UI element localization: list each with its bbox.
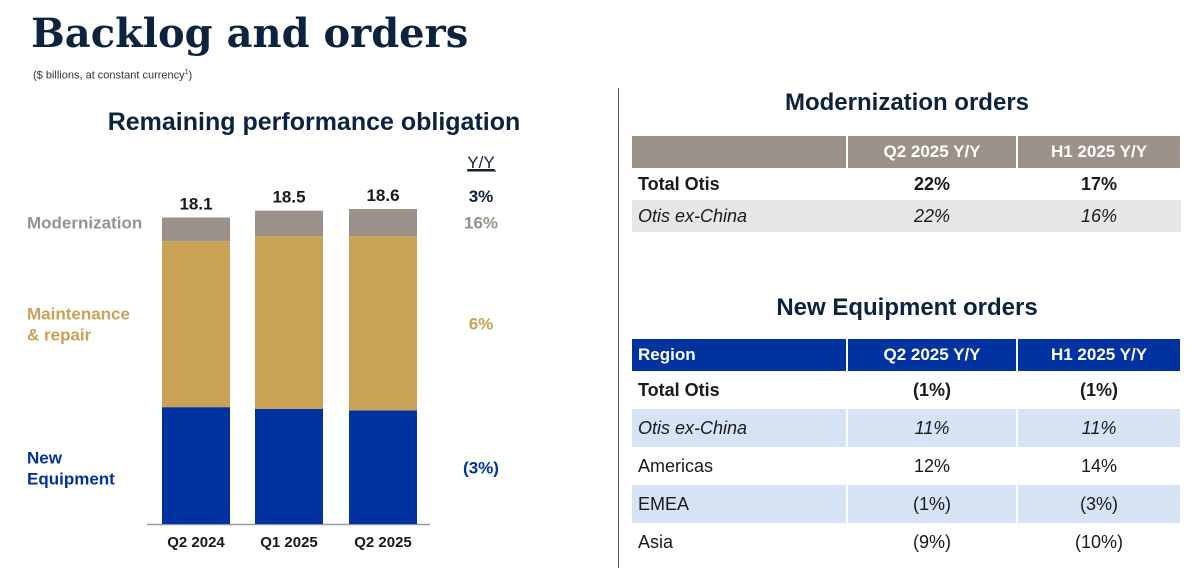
q2-value: 12%	[913, 455, 951, 476]
legend-label-line: New	[27, 448, 63, 467]
page-title: Backlog and orders	[31, 10, 469, 57]
x-tick-label: Q2 2025	[354, 534, 412, 551]
table-header-cell: Region	[632, 339, 848, 371]
h1-value: (1%)	[1079, 379, 1118, 400]
rpo-chart: 18.1 Q2 2024 18.5 Q1 2025 18.6 Q2 2025 New Equi…	[27, 153, 499, 551]
yy-growth-label: 16%	[464, 214, 498, 233]
table-row: Otis ex-China 22% 16%	[632, 200, 1181, 232]
bar-total-label: 18.1	[179, 194, 212, 213]
table-header-cell: Q2 2025 Y/Y	[847, 339, 1018, 371]
bar-segment-new-equipment	[162, 407, 230, 524]
q2-value: (1%)	[912, 379, 951, 400]
q2-value: 11%	[847, 409, 1018, 447]
new-equipment-orders-title: New Equipment orders	[776, 294, 1038, 321]
x-tick-label: Q2 2024	[167, 534, 225, 551]
table-row: EMEA (1%) (3%)	[632, 485, 1182, 523]
h1-value: (10%)	[1074, 531, 1123, 552]
x-tick-label: Q1 2025	[260, 534, 318, 551]
modernization-orders-title: Modernization orders	[784, 89, 1030, 116]
yy-total-label: 3%	[469, 187, 494, 206]
row-label: Total Otis	[638, 173, 720, 194]
bar-segment-modernization	[349, 209, 417, 237]
legend-label-line: & repair	[27, 325, 92, 344]
row-label: Otis ex-China	[632, 200, 847, 232]
legend-label: Modernization	[27, 214, 142, 233]
q2-value: (9%)	[912, 531, 951, 552]
table-row: Otis ex-China 11% 11%	[632, 409, 1182, 447]
h1-value: 17%	[1080, 173, 1118, 194]
bar-segment-maintenance-repair	[255, 236, 323, 409]
modernization-orders-table: Q2 2025 Y/Y H1 2025 Y/Y Total Otis 22% 1…	[632, 136, 1182, 232]
chart-title-text: Remaining performance obligation	[107, 108, 521, 136]
bar-total-label: 18.6	[366, 186, 399, 205]
row-label: Asia	[638, 531, 674, 552]
table-row: Americas 12% 14%	[632, 447, 1181, 485]
bar-total-label: 18.5	[272, 188, 305, 207]
legend-label-line: Equipment	[27, 469, 115, 488]
q2-value: 22%	[913, 173, 951, 194]
h1-value: 14%	[1080, 455, 1118, 476]
row-label: Total Otis	[638, 379, 720, 400]
h1-value: 11%	[1017, 409, 1182, 447]
subtitle-close: )	[188, 69, 193, 82]
yy-header: Y/Y	[467, 153, 494, 172]
h1-value: (3%)	[1017, 485, 1182, 523]
legend-label: Maintenance & repair	[27, 304, 130, 344]
table-row: Total Otis (1%) (1%)	[632, 371, 1181, 409]
legend-label-line: Modernization	[27, 214, 142, 233]
bar-segment-new-equipment	[349, 410, 417, 524]
table-header-cell: Q2 2025 Y/Y	[847, 136, 1018, 168]
bar-segment-modernization	[255, 210, 323, 237]
panel-divider	[618, 88, 619, 568]
legend-label: New Equipment	[27, 448, 115, 488]
page-subtitle: ($ billions, at constant currency1)	[33, 69, 192, 82]
yy-growth-label: 6%	[469, 314, 494, 333]
bar-segment-modernization	[162, 217, 230, 242]
bar-segment-new-equipment	[255, 408, 323, 524]
table-header-cell: H1 2025 Y/Y	[1017, 136, 1182, 168]
row-label: Otis ex-China	[632, 409, 848, 447]
q2-value: 22%	[847, 200, 1017, 232]
bar-segment-maintenance-repair	[162, 241, 230, 408]
table-row: Asia (9%) (10%)	[632, 523, 1181, 561]
new-equipment-orders-table: Region Q2 2025 Y/Y H1 2025 Y/Y Total Oti…	[632, 339, 1182, 561]
bar-segment-maintenance-repair	[349, 236, 417, 411]
h1-value: 16%	[1017, 200, 1181, 232]
row-label: Americas	[638, 455, 714, 476]
table-header-cell	[632, 136, 848, 168]
table-header-cell: H1 2025 Y/Y	[1017, 339, 1182, 371]
legend-label-line: Maintenance	[27, 304, 130, 323]
footnote-marker: 1	[184, 69, 189, 76]
q2-value: (1%)	[847, 485, 1018, 523]
subtitle-text: ($ billions, at constant currency	[33, 69, 185, 82]
yy-growth-label: (3%)	[463, 458, 499, 477]
chart-title: Remaining performance obligation	[0, 108, 616, 137]
row-label: EMEA	[632, 485, 848, 523]
table-row: Total Otis 22% 17%	[632, 168, 1181, 200]
table-header-row: Q2 2025 Y/Y H1 2025 Y/Y	[632, 136, 1182, 168]
table-header-row: Region Q2 2025 Y/Y H1 2025 Y/Y	[632, 339, 1182, 371]
